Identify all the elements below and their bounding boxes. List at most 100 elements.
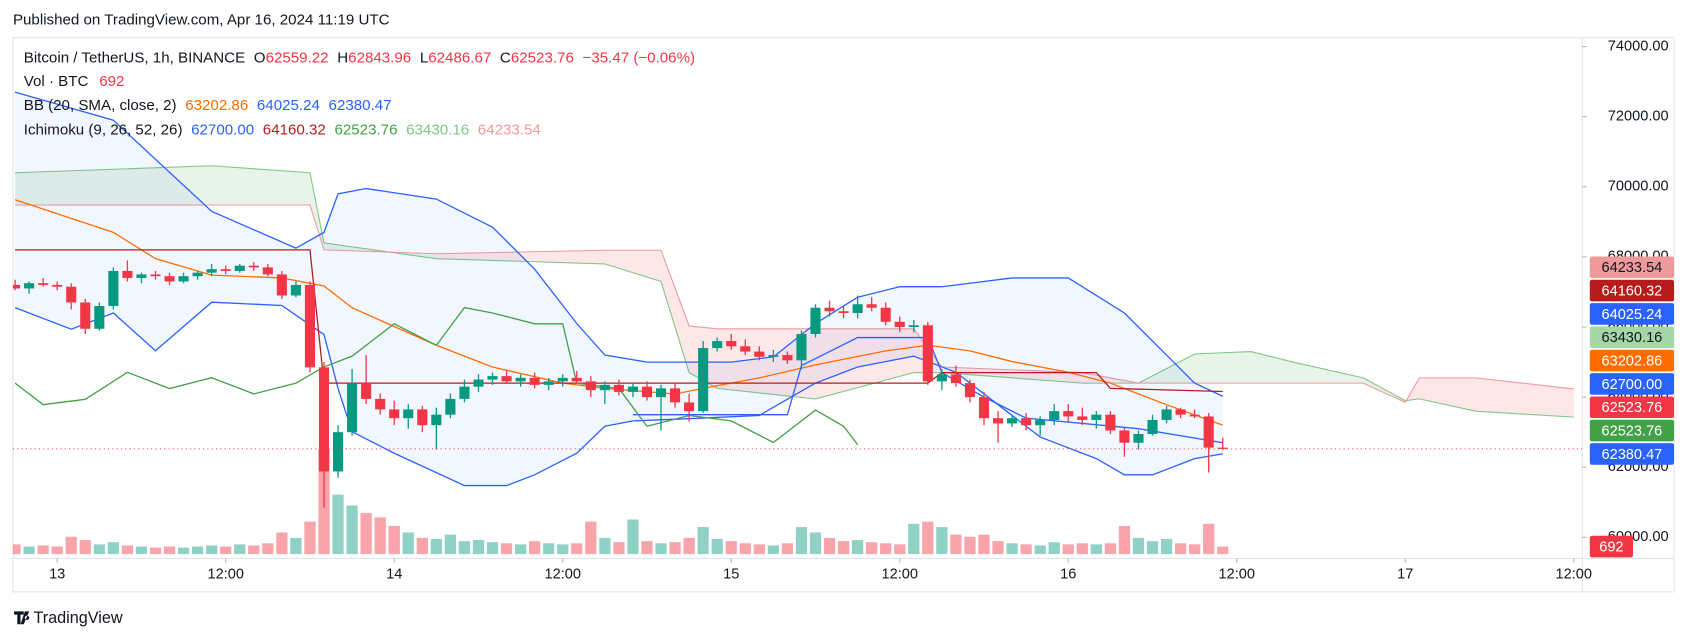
volume-bar <box>1160 538 1173 555</box>
candle-body <box>206 269 217 273</box>
candle-body <box>754 351 765 357</box>
price-pill <box>1589 419 1675 442</box>
cloud <box>1419 377 1476 412</box>
candle-body <box>178 276 189 282</box>
volume-bar <box>880 543 892 555</box>
candle-body <box>936 374 947 382</box>
candle-body <box>599 384 610 391</box>
legend-key: O <box>254 49 266 66</box>
bb-upper <box>14 91 1224 397</box>
volume-bar <box>992 541 1004 555</box>
price-pill-label: 62523.76 <box>1601 424 1662 440</box>
volume-bar <box>360 513 372 555</box>
price-pill-label: 64233.54 <box>1601 260 1662 276</box>
candle-body <box>1091 414 1102 420</box>
candle-body <box>866 304 877 308</box>
volume-pill-label: 692 <box>1599 540 1623 556</box>
candle-body <box>571 377 582 382</box>
candle-body <box>304 284 316 368</box>
volume-bar <box>276 532 288 555</box>
volume-bar <box>1174 543 1187 555</box>
legend-volume-value: 692 <box>99 73 124 90</box>
candle-body <box>740 346 751 352</box>
candle-body <box>1147 419 1158 434</box>
candle-body <box>627 386 638 392</box>
volume-bar <box>809 532 822 555</box>
volume-bar <box>978 534 990 555</box>
volume-bar <box>669 542 681 555</box>
volume-bar <box>51 546 63 555</box>
volume-bar <box>908 523 920 555</box>
volume-bar <box>500 543 513 555</box>
candle-body <box>557 377 568 382</box>
candle-body <box>375 398 386 410</box>
price-pill-label: 62523.76 <box>1601 400 1662 416</box>
legend-indicator-value: 62523.76 <box>334 122 397 139</box>
volume-bar <box>1104 543 1117 555</box>
candle-body <box>1133 433 1144 443</box>
candle-body <box>122 270 133 278</box>
cloud <box>1292 362 1364 384</box>
volume-bar <box>1048 542 1060 555</box>
price-pill <box>1589 396 1675 419</box>
volume-bar <box>866 542 878 555</box>
legend-indicator-value: 64233.54 <box>478 122 541 139</box>
cloud <box>604 250 662 282</box>
candle-body <box>431 414 442 426</box>
volume-bar <box>1076 543 1088 555</box>
candle-body <box>768 355 779 357</box>
candle-body <box>529 377 540 385</box>
volume-bar <box>1203 523 1215 555</box>
price-pill-label: 63202.86 <box>1601 354 1662 370</box>
candle-body <box>361 383 372 399</box>
volume-bar <box>430 538 442 555</box>
candle-body <box>501 376 512 382</box>
candle-body <box>12 284 21 289</box>
bb-lower <box>14 301 1223 487</box>
volume-bar <box>177 547 190 555</box>
candle-body <box>332 432 344 472</box>
volume-bar <box>950 534 962 555</box>
candle-body <box>136 274 147 278</box>
legend-value: 62559.22 <box>266 49 329 66</box>
volume-bar <box>1090 544 1102 555</box>
y-tick-label: 70000.00 <box>1608 179 1669 195</box>
y-tick-label: 72000.00 <box>1608 109 1669 125</box>
price-pill <box>1589 443 1675 465</box>
volume-bar <box>248 545 260 555</box>
legend-indicator-value: 64025.24 <box>257 97 320 114</box>
volume-bar <box>795 527 808 555</box>
candle-body <box>1035 419 1046 426</box>
legend-row: Vol · BTC 692 <box>24 73 125 90</box>
volume-bar <box>304 521 316 555</box>
volume-bar <box>922 521 934 555</box>
legend-key: C <box>500 49 511 66</box>
price-pill <box>1589 349 1675 372</box>
ichimoku-lagging <box>14 306 859 445</box>
logo-mark <box>14 611 30 625</box>
price-pill-label: 64160.32 <box>1601 284 1662 300</box>
volume-bar <box>1062 544 1074 555</box>
candle-body <box>220 269 231 271</box>
legend-indicator-value: 62380.47 <box>329 97 392 114</box>
x-tick-label: 13 <box>49 566 65 582</box>
volume-bar <box>655 543 667 555</box>
candle-body <box>838 311 849 314</box>
candle-body <box>108 270 119 306</box>
cloud <box>1475 377 1574 418</box>
volume-bar <box>529 541 541 555</box>
volume-bar <box>627 519 639 555</box>
volume-bar <box>79 540 91 555</box>
candle-body <box>641 386 653 398</box>
cloud <box>941 366 1083 384</box>
candle-body <box>655 388 667 398</box>
price-pill <box>1589 303 1675 325</box>
candle-body <box>1217 447 1228 449</box>
candle-body <box>515 377 526 382</box>
volume-bar <box>220 546 232 555</box>
x-tick-label: 16 <box>1060 566 1076 582</box>
cloud <box>1138 354 1195 384</box>
volume-bar <box>697 527 709 555</box>
candle-body <box>1049 411 1060 420</box>
candle-body <box>1021 418 1032 426</box>
